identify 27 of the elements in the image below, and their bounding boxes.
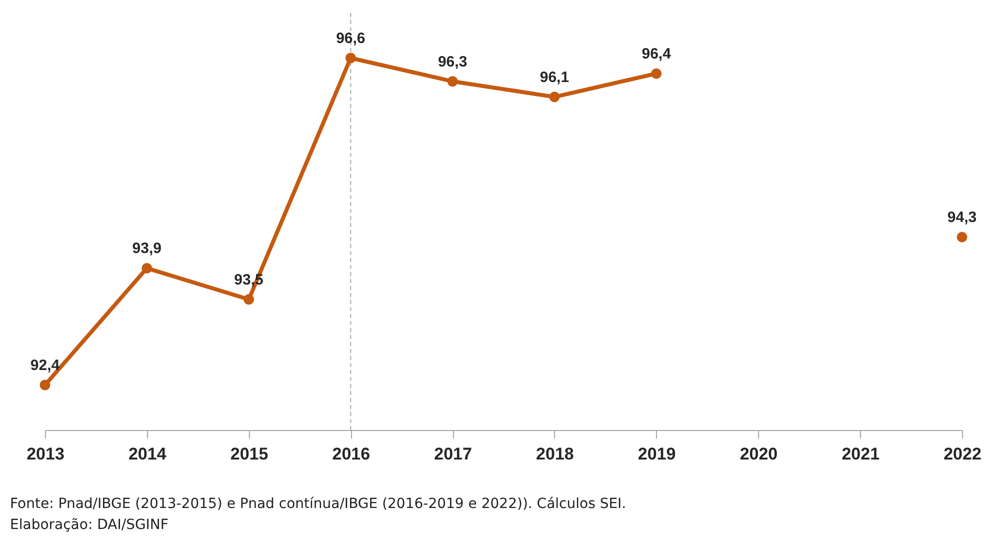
x-tick-label: 2020 [740, 444, 778, 464]
point [651, 68, 662, 79]
x-tick-label: 2013 [26, 444, 64, 464]
data-label: 96,4 [642, 46, 672, 63]
point [142, 262, 152, 274]
point [447, 76, 458, 87]
x-tick-label: 2016 [332, 444, 370, 464]
x-tick-label: 2022 [944, 444, 982, 464]
data-label: 96,3 [438, 53, 468, 70]
point [345, 52, 356, 64]
point [40, 380, 50, 390]
x-tick-label: 2019 [638, 444, 676, 464]
x-tick-label: 2021 [842, 444, 880, 464]
data-label: 94,3 [947, 209, 977, 226]
x-tick-label: 2015 [230, 444, 268, 464]
data-label: 96,6 [336, 30, 366, 47]
point [244, 294, 254, 305]
data-label: 93,9 [132, 240, 162, 258]
source-note: Fonte: Pnad/IBGE (2013-2015) e Pnad contínua/IBGE (2016-2019 e 2022)). Cálculos SEI. [10, 495, 626, 514]
point [549, 92, 560, 102]
data-label: 92,4 [30, 357, 60, 374]
x-tick-label: 2018 [536, 444, 574, 464]
point [956, 232, 968, 242]
data-label: 96,1 [540, 68, 570, 86]
x-tick-label: 2014 [128, 444, 167, 464]
x-tick-label: 2017 [434, 444, 472, 464]
text: Elaboração: DAI/SGINF [10, 516, 170, 535]
